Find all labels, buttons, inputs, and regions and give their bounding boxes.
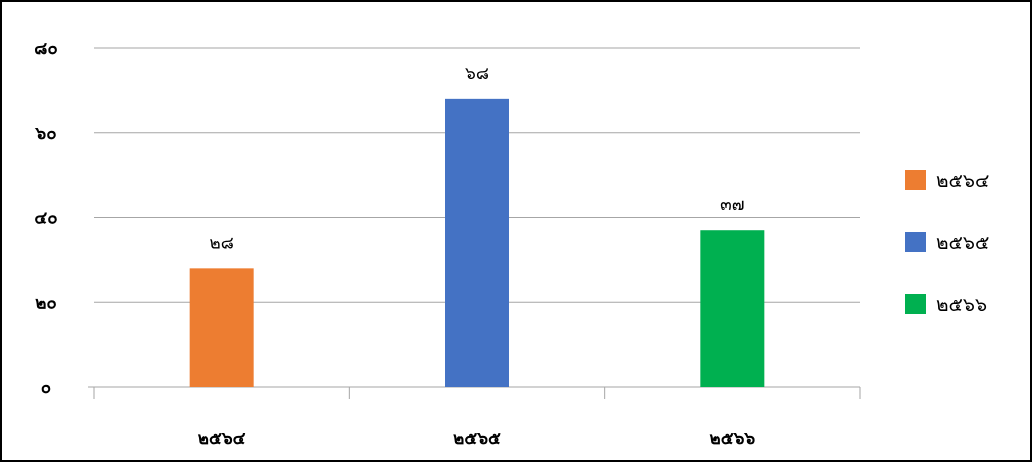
legend-swatch-2 xyxy=(905,232,926,252)
bar-1 xyxy=(189,268,254,387)
legend-label: ๒๕๖๖ xyxy=(936,294,987,316)
bar-value-label: ๒๘ xyxy=(210,233,234,253)
bar-value-label: ๖๘ xyxy=(465,64,489,84)
x-category-label: ๒๕๖๕ xyxy=(453,429,501,449)
x-category-label: ๒๕๖๔ xyxy=(198,429,246,449)
y-tick-label: ๔๐ xyxy=(34,209,57,229)
bar-3 xyxy=(700,230,765,387)
y-tick-label: ๒๐ xyxy=(35,293,57,313)
bar-value-label: ๓๗ xyxy=(720,195,744,215)
legend-label: ๒๕๖๕ xyxy=(936,232,989,254)
y-tick-label: ๖๐ xyxy=(34,124,56,144)
y-tick-label: ๘๐ xyxy=(34,39,58,59)
legend-label: ๒๕๖๔ xyxy=(936,170,989,192)
legend-swatch-3 xyxy=(905,294,926,314)
x-category-label: ๒๕๖๖ xyxy=(710,429,756,449)
bar-2 xyxy=(445,98,509,387)
bars xyxy=(189,98,765,387)
x-axis xyxy=(88,386,861,399)
legend-swatch-1 xyxy=(905,170,926,190)
y-tick-label: ๐ xyxy=(41,378,51,398)
